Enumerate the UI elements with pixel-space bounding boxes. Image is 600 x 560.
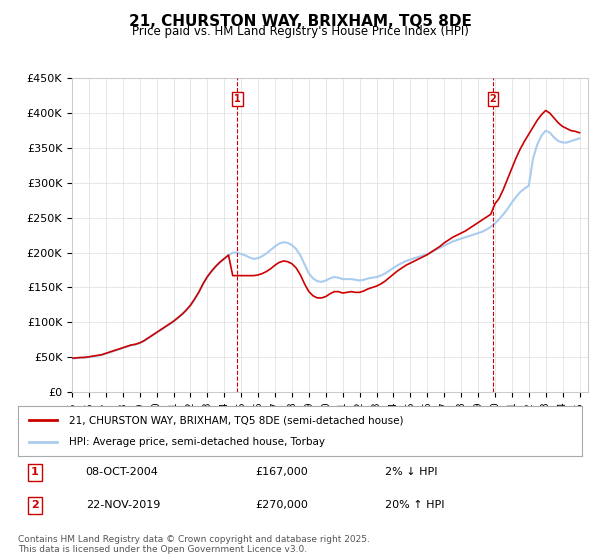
Text: 1: 1 xyxy=(234,94,241,104)
Text: 2: 2 xyxy=(31,500,39,510)
Text: 22-NOV-2019: 22-NOV-2019 xyxy=(86,500,160,510)
Text: £167,000: £167,000 xyxy=(255,468,308,478)
Text: £270,000: £270,000 xyxy=(255,500,308,510)
Text: Contains HM Land Registry data © Crown copyright and database right 2025.
This d: Contains HM Land Registry data © Crown c… xyxy=(18,535,370,554)
Text: 1: 1 xyxy=(31,468,39,478)
Text: 2: 2 xyxy=(490,94,496,104)
Text: 08-OCT-2004: 08-OCT-2004 xyxy=(86,468,158,478)
Text: Price paid vs. HM Land Registry's House Price Index (HPI): Price paid vs. HM Land Registry's House … xyxy=(131,25,469,38)
Text: HPI: Average price, semi-detached house, Torbay: HPI: Average price, semi-detached house,… xyxy=(69,437,325,447)
Text: 21, CHURSTON WAY, BRIXHAM, TQ5 8DE: 21, CHURSTON WAY, BRIXHAM, TQ5 8DE xyxy=(128,14,472,29)
Text: 20% ↑ HPI: 20% ↑ HPI xyxy=(385,500,444,510)
Text: 21, CHURSTON WAY, BRIXHAM, TQ5 8DE (semi-detached house): 21, CHURSTON WAY, BRIXHAM, TQ5 8DE (semi… xyxy=(69,415,403,425)
Text: 2% ↓ HPI: 2% ↓ HPI xyxy=(385,468,437,478)
